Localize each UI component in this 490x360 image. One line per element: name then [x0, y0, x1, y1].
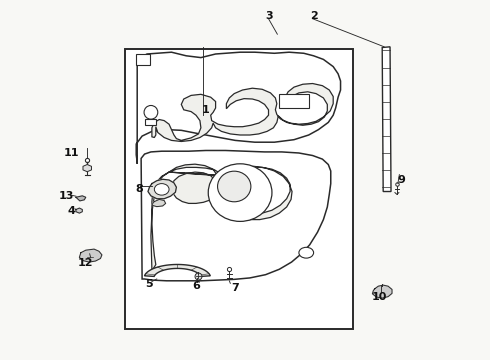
Polygon shape [382, 47, 391, 192]
Text: 2: 2 [310, 11, 318, 21]
Ellipse shape [218, 171, 251, 202]
Bar [145, 119, 156, 125]
Polygon shape [141, 150, 331, 281]
Text: 1: 1 [202, 105, 210, 115]
Polygon shape [148, 179, 176, 199]
Text: 8: 8 [136, 184, 144, 194]
Circle shape [299, 247, 314, 258]
Ellipse shape [144, 105, 158, 119]
Text: 10: 10 [372, 292, 388, 302]
Polygon shape [151, 164, 292, 269]
Bar [125, 49, 353, 329]
Polygon shape [136, 52, 341, 164]
Text: 6: 6 [192, 281, 200, 291]
Text: 12: 12 [78, 258, 94, 268]
Text: 5: 5 [146, 279, 153, 289]
Text: 3: 3 [266, 11, 273, 21]
Ellipse shape [154, 184, 169, 195]
Text: 11: 11 [63, 148, 79, 158]
Polygon shape [372, 285, 392, 298]
Text: 7: 7 [231, 283, 239, 293]
Ellipse shape [208, 164, 272, 221]
Bar [279, 94, 309, 108]
Polygon shape [145, 265, 210, 276]
Polygon shape [152, 199, 166, 207]
Polygon shape [79, 249, 102, 262]
Text: 4: 4 [67, 206, 75, 216]
Text: 9: 9 [398, 175, 406, 185]
Bar [136, 54, 150, 65]
Polygon shape [76, 208, 82, 213]
Polygon shape [152, 84, 333, 141]
Text: 13: 13 [58, 191, 74, 201]
Polygon shape [76, 196, 86, 201]
